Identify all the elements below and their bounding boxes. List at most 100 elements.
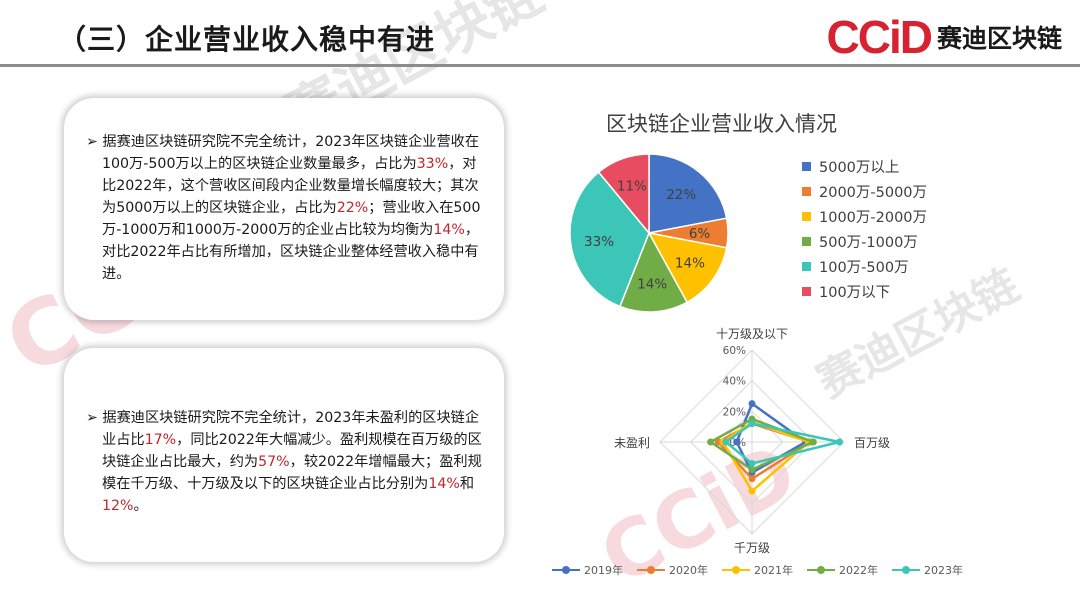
radar-tick-label: 40% [723,376,746,388]
page-title: （三）企业营业收入稳中有进 [58,23,436,56]
legend-label: 100万以下 [819,285,891,301]
radar-gridline [720,410,784,474]
radar-point [835,438,843,446]
text-segment: 。 [133,498,148,514]
highlight-value: 33% [416,156,449,172]
radar-point [707,438,715,446]
text-segment: ；营业收入在500万-1000万和1000万-2000万的企业占比较为均衡为 [102,200,481,238]
radar-series-line [724,422,841,465]
legend-label: 2000万-5000万 [819,185,928,201]
pie-legend-item: 2000万-5000万 [802,179,927,204]
legend-label: 100万-500万 [819,260,909,276]
profit-summary-text: ➢ 据赛迪区块链研究院不完全统计，2023年未盈利的区块链企业占比17%，同比2… [86,407,486,517]
revenue-summary-text: ➢ 据赛迪区块链研究院不完全统计，2023年区块链企业营收在100万-500万以… [86,131,486,285]
header-divider [0,64,1080,67]
pie-legend-item: 500万-1000万 [802,229,927,254]
radar-point [806,438,814,446]
radar-gridline [689,379,815,505]
radar-legend-item: 2022年 [807,562,878,578]
legend-label: 2019年 [584,564,623,577]
radar-point [748,420,756,428]
legend-swatch [802,237,811,246]
pie-legend-item: 1000万-2000万 [802,204,927,229]
pie-slice [569,171,650,308]
radar-legend: 2019年 2020年 2021年 2022年 2023年 [552,562,977,578]
pie-data-label: 6% [689,226,711,242]
legend-marker [902,566,910,574]
legend-marker [732,566,740,574]
radar-legend-item: 2023年 [892,562,963,578]
legend-swatch [802,187,811,196]
radar-point [748,418,756,426]
pie-legend-item: 100万-500万 [802,254,927,279]
legend-line [892,566,920,574]
logo-mark: CCiD [826,11,933,63]
radar-point [748,415,756,423]
radar-point [714,438,722,446]
pie-data-label: 22% [666,187,696,203]
pie-chart-title: 区块链企业营业收入情况 [606,112,837,136]
legend-label: 500万-1000万 [819,235,918,251]
legend-marker [817,566,825,574]
radar-point [748,469,756,477]
radar-point [748,466,756,474]
radar-series-line [735,402,807,474]
radar-axis-label: 百万级 [854,436,890,450]
legend-swatch [802,287,811,296]
pie-data-label: 11% [617,178,647,194]
legend-line [637,566,665,574]
radar-series-line [721,420,810,493]
radar-legend-item: 2021年 [722,562,793,578]
radar-point [748,400,756,408]
radar-point [802,438,810,446]
text-segment: 据赛迪区块链研究院不完全统计，2023年区块链企业营收在100万-500万以上的… [102,134,480,172]
bullet-icon: ➢ [86,410,103,426]
highlight-value: 22% [336,200,369,216]
radar-legend-item: 2020年 [637,562,708,578]
highlight-value: 17% [144,432,177,448]
pie-legend-item: 100万以下 [802,279,927,304]
highlight-value: 14% [433,222,465,238]
legend-swatch [802,162,811,171]
radar-axis-label: 千万级 [734,541,770,555]
profit-summary-card: ➢ 据赛迪区块链研究院不完全统计，2023年未盈利的区块链企业占比17%，同比2… [64,348,504,562]
pie-legend: 5000万以上 2000万-5000万 1000万-2000万 500万-1000万 1… [802,154,927,304]
highlight-value: 57% [258,454,290,470]
pie-data-label: 33% [584,234,614,250]
radar-point [748,459,756,467]
radar-tick-label: 20% [723,406,746,418]
logo-text: 赛迪区块链 [936,24,1062,53]
radar-point [719,438,727,446]
brand-logo: CCiD 赛迪区块链 [827,10,1062,64]
text-segment: 据赛迪区块链研究院不完全统计，2023年未盈利的区块链企业占比 [102,410,480,448]
legend-line [722,566,750,574]
highlight-value: 12% [102,498,134,514]
pie-data-label: 14% [637,276,667,292]
legend-swatch [802,262,811,271]
legend-label: 2022年 [839,564,878,577]
text-segment: ，较2022年增幅最大；盈利规模在千万级、十万级及以下的区块链企业占比分别为 [102,454,482,492]
radar-point [809,438,817,446]
pie-slice [597,153,650,236]
radar-point [748,475,756,483]
radar-point [748,420,756,428]
revenue-summary-card: ➢ 据赛迪区块链研究院不完全统计，2023年区块链企业营收在100万-500万以… [64,98,504,320]
legend-label: 2020年 [669,564,708,577]
text-segment: ，对比2022年，这个营收区间段内企业数量增长幅度较大；其次为5000万以上的区… [102,156,479,216]
pie-slice [648,217,729,249]
radar-gridline [659,349,845,535]
radar-tick-label: 0% [729,437,746,449]
radar-point [722,438,730,446]
text-segment: 和 [459,476,475,492]
bullet-icon: ➢ [86,134,103,150]
legend-line [807,566,835,574]
text-segment: ，对比2022年占比有所增加，区块链企业整体经营收入稳中有进。 [102,222,480,282]
radar-tick-label: 60% [723,345,746,357]
radar-axis-label: 未盈利 [614,436,650,450]
highlight-value: 14% [428,476,460,492]
pie-slice [647,231,728,304]
radar-point [805,438,813,446]
text-segment: ，同比2022年大幅减少。盈利规模在百万级的区块链企业占比最大，约为 [102,432,482,470]
legend-label: 5000万以上 [819,160,900,176]
legend-label: 2021年 [754,564,793,577]
